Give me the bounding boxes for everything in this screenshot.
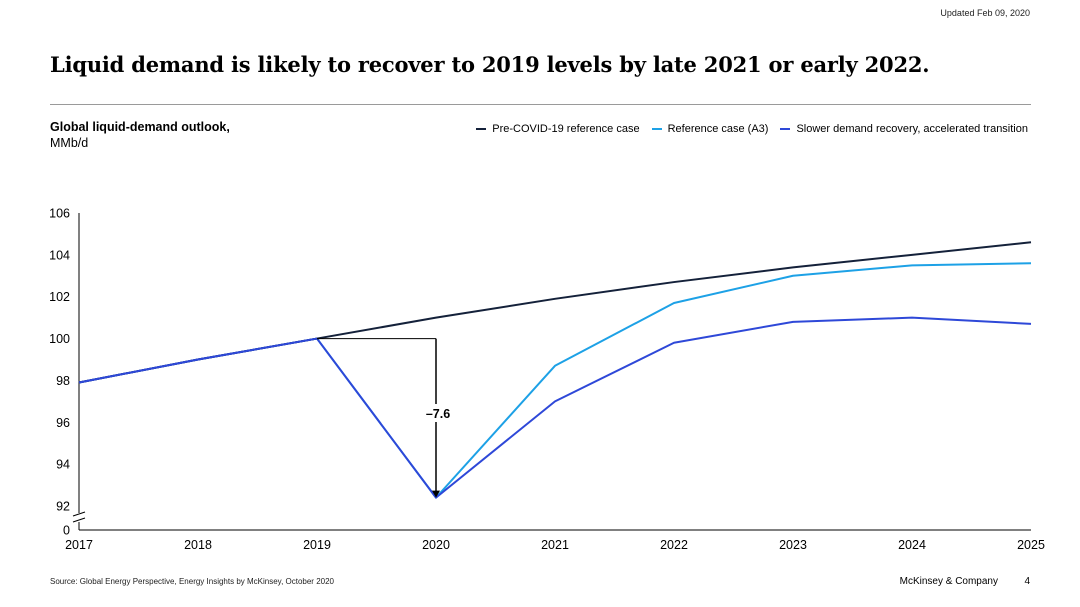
y-tick-label: 98 <box>56 374 70 388</box>
legend-label-reference: Reference case (A3) <box>667 123 769 135</box>
x-tick-label: 2018 <box>184 538 212 552</box>
legend-item-reference: Reference case (A3) <box>651 123 769 135</box>
x-tick-label: 2023 <box>779 538 807 552</box>
page-number: 4 <box>1024 576 1030 587</box>
series-line-pre-covid <box>78 241 1032 384</box>
legend-item-slower: Slower demand recovery, accelerated tran… <box>780 123 1028 135</box>
y-tick-label: 102 <box>49 290 70 304</box>
annotation-label-bg <box>418 404 454 422</box>
x-tick-label: 2024 <box>898 538 926 552</box>
legend-swatch-pre-covid <box>476 128 487 130</box>
legend-label-slower: Slower demand recovery, accelerated tran… <box>796 123 1028 135</box>
legend-swatch-slower <box>780 128 791 130</box>
y-axis-break-mark <box>72 511 86 517</box>
chart-unit: MMb/d <box>50 136 89 150</box>
legend-item-pre-covid: Pre-COVID-19 reference case <box>476 123 640 135</box>
chart-legend: Pre-COVID-19 reference case Reference ca… <box>476 123 1028 135</box>
x-tick-label: 2025 <box>1017 538 1045 552</box>
x-tick-label: 2017 <box>65 538 93 552</box>
y-break-label: 0 <box>63 524 70 538</box>
annotation-arrow-head <box>432 490 440 498</box>
series-line-shared <box>78 337 318 384</box>
footer-company: McKinsey & Company <box>899 576 998 587</box>
y-tick-label: 106 <box>49 207 70 221</box>
x-tick-label: 2021 <box>541 538 569 552</box>
x-tick-label: 2022 <box>660 538 688 552</box>
y-tick-label: 96 <box>56 416 70 430</box>
page-title: Liquid demand is likely to recover to 20… <box>50 52 930 77</box>
y-tick-label: 92 <box>56 500 70 514</box>
chart-title: Global liquid-demand outlook, <box>50 120 230 134</box>
legend-swatch-reference <box>651 128 662 130</box>
y-tick-label: 100 <box>49 332 70 346</box>
x-tick-label: 2020 <box>422 538 450 552</box>
y-tick-label: 104 <box>49 248 70 262</box>
y-axis-break-mark <box>72 517 86 523</box>
annotation-label: –7.6 <box>426 407 450 421</box>
footer-source: Source: Global Energy Perspective, Energ… <box>50 577 334 586</box>
x-tick-label: 2019 <box>303 538 331 552</box>
updated-date: Updated Feb 09, 2020 <box>940 8 1030 18</box>
series-line-slower <box>78 316 1032 499</box>
y-tick-label: 94 <box>56 458 70 472</box>
title-divider <box>50 104 1031 105</box>
legend-label-pre-covid: Pre-COVID-19 reference case <box>492 123 640 135</box>
